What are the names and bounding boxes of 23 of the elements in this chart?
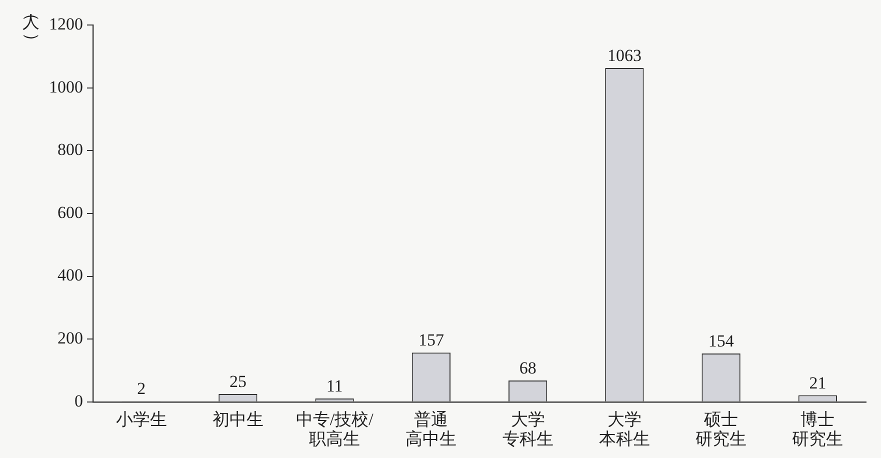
data-label: 157 [418, 330, 444, 350]
x-tick-label: 初中生 [212, 410, 264, 430]
y-tick-label: 600 [58, 202, 83, 222]
y-tick-label: 0 [74, 391, 83, 410]
y-tick-label: 800 [58, 140, 83, 160]
x-tick-label: 小学生 [116, 410, 167, 430]
data-label: 1063 [607, 46, 642, 65]
y-tick-label: 1200 [49, 14, 83, 34]
x-tick-label: 中专/技校/职高生 [296, 410, 374, 449]
data-label: 2 [137, 379, 146, 398]
x-tick-label: 大学本科生 [598, 410, 650, 449]
x-tick-label: 普通高中生 [406, 410, 457, 449]
x-tick-label: 硕士研究生 [696, 410, 747, 449]
data-label: 11 [326, 376, 343, 396]
y-tick-label: 200 [58, 328, 83, 348]
data-label: 154 [708, 332, 734, 350]
x-tick-label: 大学专科生 [502, 410, 554, 449]
x-tick-label: 博士研究生 [792, 410, 844, 449]
data-label: 21 [809, 373, 826, 392]
data-label: 25 [229, 372, 246, 392]
data-label: 68 [519, 358, 536, 378]
y-tick-label: 1000 [49, 77, 83, 96]
y-tick-label: 400 [58, 266, 83, 285]
